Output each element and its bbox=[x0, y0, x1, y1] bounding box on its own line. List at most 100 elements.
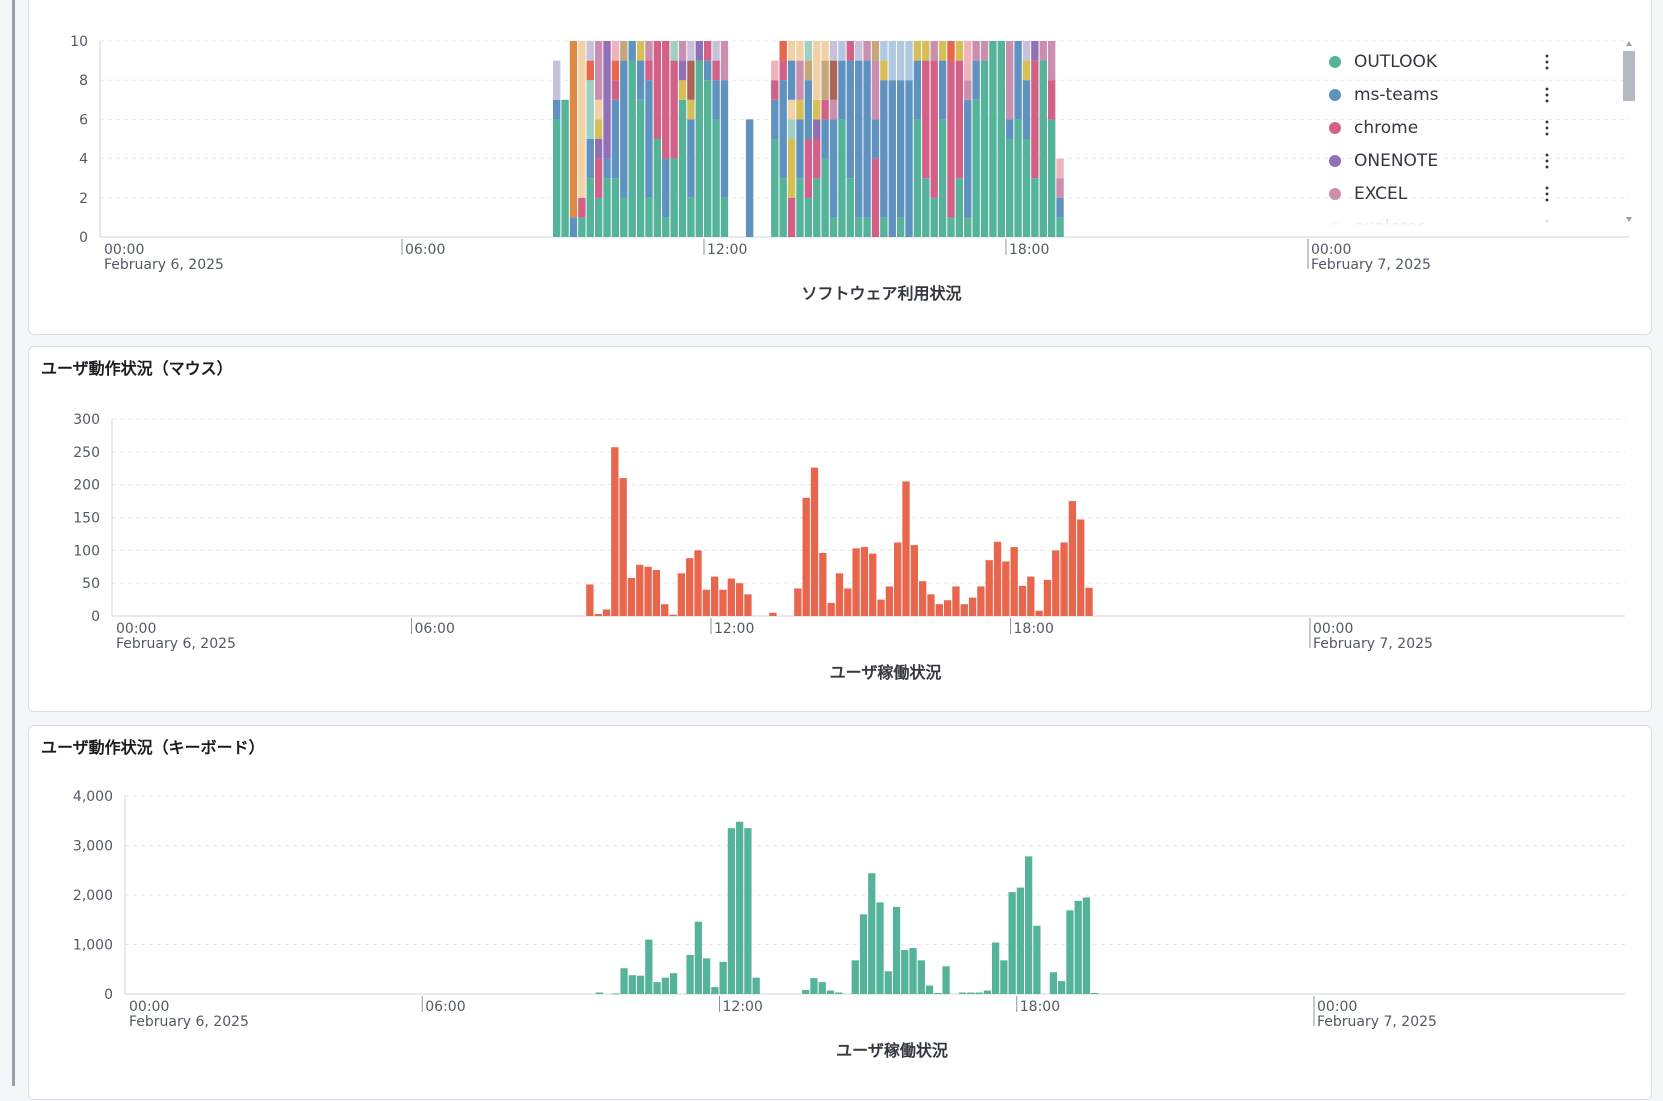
y-tick-label: 200 bbox=[73, 478, 100, 494]
bar-segment bbox=[938, 119, 947, 237]
bar-segment bbox=[578, 197, 586, 218]
bar bbox=[1010, 547, 1018, 616]
scroll-up-icon[interactable] bbox=[1626, 41, 1632, 46]
bar-segment bbox=[586, 178, 594, 237]
legend-label: EXCEL bbox=[1354, 183, 1408, 204]
bar-segment bbox=[771, 60, 779, 81]
panel-title: ユーザ動作状況（キーボード） bbox=[41, 738, 265, 757]
bar bbox=[1008, 892, 1016, 994]
legend-label: chrome bbox=[1354, 117, 1419, 138]
bar bbox=[636, 975, 645, 994]
legend-item-excel[interactable]: EXCEL bbox=[1327, 177, 1622, 210]
x-axis-title: ユーザ稼働状況 bbox=[836, 1041, 948, 1060]
legend-item-ms-teams[interactable]: ms-teams bbox=[1327, 78, 1622, 111]
y-tick-label: 50 bbox=[82, 576, 100, 592]
bar-segment bbox=[913, 119, 922, 237]
scroll-down-icon[interactable] bbox=[1626, 217, 1632, 222]
legend-actions-icon[interactable] bbox=[1545, 53, 1549, 71]
bar-segment bbox=[603, 158, 611, 179]
x-tick-label: 06:00 bbox=[425, 999, 465, 1015]
legend-actions-icon[interactable] bbox=[1545, 185, 1549, 203]
y-tick-label: 0 bbox=[104, 987, 113, 1003]
bar bbox=[852, 548, 860, 616]
bar bbox=[1082, 897, 1091, 994]
bar-segment bbox=[771, 80, 779, 100]
bar-segment bbox=[594, 99, 603, 120]
x-tick-label: 06:00 bbox=[415, 621, 455, 637]
legend-label: ONENOTE bbox=[1354, 150, 1439, 171]
bar-segment bbox=[662, 217, 670, 237]
y-tick-label: 10 bbox=[70, 34, 88, 50]
bar bbox=[1052, 550, 1060, 616]
bar-segment bbox=[628, 60, 636, 237]
x-tick-label: 18:00 bbox=[1014, 621, 1054, 637]
legend-actions-icon[interactable] bbox=[1545, 119, 1549, 137]
bar-segment bbox=[972, 60, 980, 100]
bar bbox=[677, 573, 686, 616]
bar bbox=[977, 586, 985, 616]
x-tick-label: 00:00 bbox=[116, 621, 156, 637]
bar-segment bbox=[913, 60, 922, 120]
bar-segment bbox=[687, 60, 695, 100]
bar bbox=[910, 545, 918, 616]
bar bbox=[727, 578, 735, 616]
x-tick-label: 12:00 bbox=[723, 999, 763, 1015]
bar bbox=[752, 977, 760, 994]
legend-fade bbox=[1327, 203, 1627, 227]
bar bbox=[686, 558, 694, 616]
bar bbox=[1058, 981, 1066, 994]
bar-segment bbox=[1031, 41, 1039, 61]
bar-segment bbox=[813, 41, 821, 100]
bar bbox=[602, 609, 611, 616]
bar bbox=[942, 966, 950, 994]
bar-segment bbox=[913, 41, 922, 61]
bar-segment bbox=[821, 41, 829, 61]
bar-segment bbox=[930, 41, 938, 61]
y-tick-label: 150 bbox=[73, 511, 100, 527]
software-legend: OUTLOOKms-teamschromeONENOTEEXCELexplore… bbox=[1327, 45, 1622, 225]
bar bbox=[985, 560, 993, 616]
bar-segment bbox=[678, 99, 687, 237]
bar-segment bbox=[838, 60, 846, 120]
bar-segment bbox=[720, 80, 729, 198]
x-axis-title: ユーザ稼働状況 bbox=[830, 663, 942, 682]
y-tick-label: 4 bbox=[79, 152, 88, 168]
bar-segment bbox=[636, 41, 645, 61]
bar-segment bbox=[611, 41, 620, 61]
scroll-thumb[interactable] bbox=[1623, 51, 1635, 101]
bar bbox=[661, 604, 669, 616]
bar-segment bbox=[1022, 80, 1031, 139]
bar-segment bbox=[930, 197, 938, 237]
bar-segment bbox=[905, 41, 913, 81]
legend-actions-icon[interactable] bbox=[1545, 152, 1549, 170]
legend-scrollbar[interactable] bbox=[1623, 41, 1635, 223]
x-tick-label: 12:00 bbox=[707, 242, 747, 258]
y-tick-label: 3,000 bbox=[73, 839, 113, 855]
bar-segment bbox=[804, 80, 813, 139]
bar bbox=[1043, 579, 1052, 616]
legend-actions-icon[interactable] bbox=[1545, 86, 1549, 104]
bar bbox=[877, 599, 885, 616]
bar bbox=[627, 577, 636, 616]
bar-segment bbox=[947, 41, 955, 61]
bar-segment bbox=[1047, 119, 1056, 237]
bar bbox=[586, 584, 594, 616]
bar-segment bbox=[888, 80, 896, 237]
legend-item-onenote[interactable]: ONENOTE bbox=[1327, 144, 1622, 177]
bar-segment bbox=[880, 217, 888, 237]
bar-segment bbox=[989, 41, 997, 237]
bar bbox=[711, 987, 719, 994]
bar-segment bbox=[636, 99, 645, 237]
y-tick-label: 4,000 bbox=[73, 789, 113, 805]
y-tick-label: 8 bbox=[79, 73, 88, 89]
bar-segment bbox=[863, 217, 871, 237]
legend-item-chrome[interactable]: chrome bbox=[1327, 111, 1622, 144]
bar-segment bbox=[771, 139, 779, 237]
bar-segment bbox=[1056, 217, 1064, 237]
x-tick-label: 00:00 bbox=[1313, 621, 1353, 637]
bar bbox=[711, 576, 719, 616]
legend-item-outlook[interactable]: OUTLOOK bbox=[1327, 45, 1622, 78]
bar bbox=[810, 467, 819, 616]
x-tick-label: 00:00 bbox=[1317, 999, 1357, 1015]
bar bbox=[694, 550, 702, 616]
